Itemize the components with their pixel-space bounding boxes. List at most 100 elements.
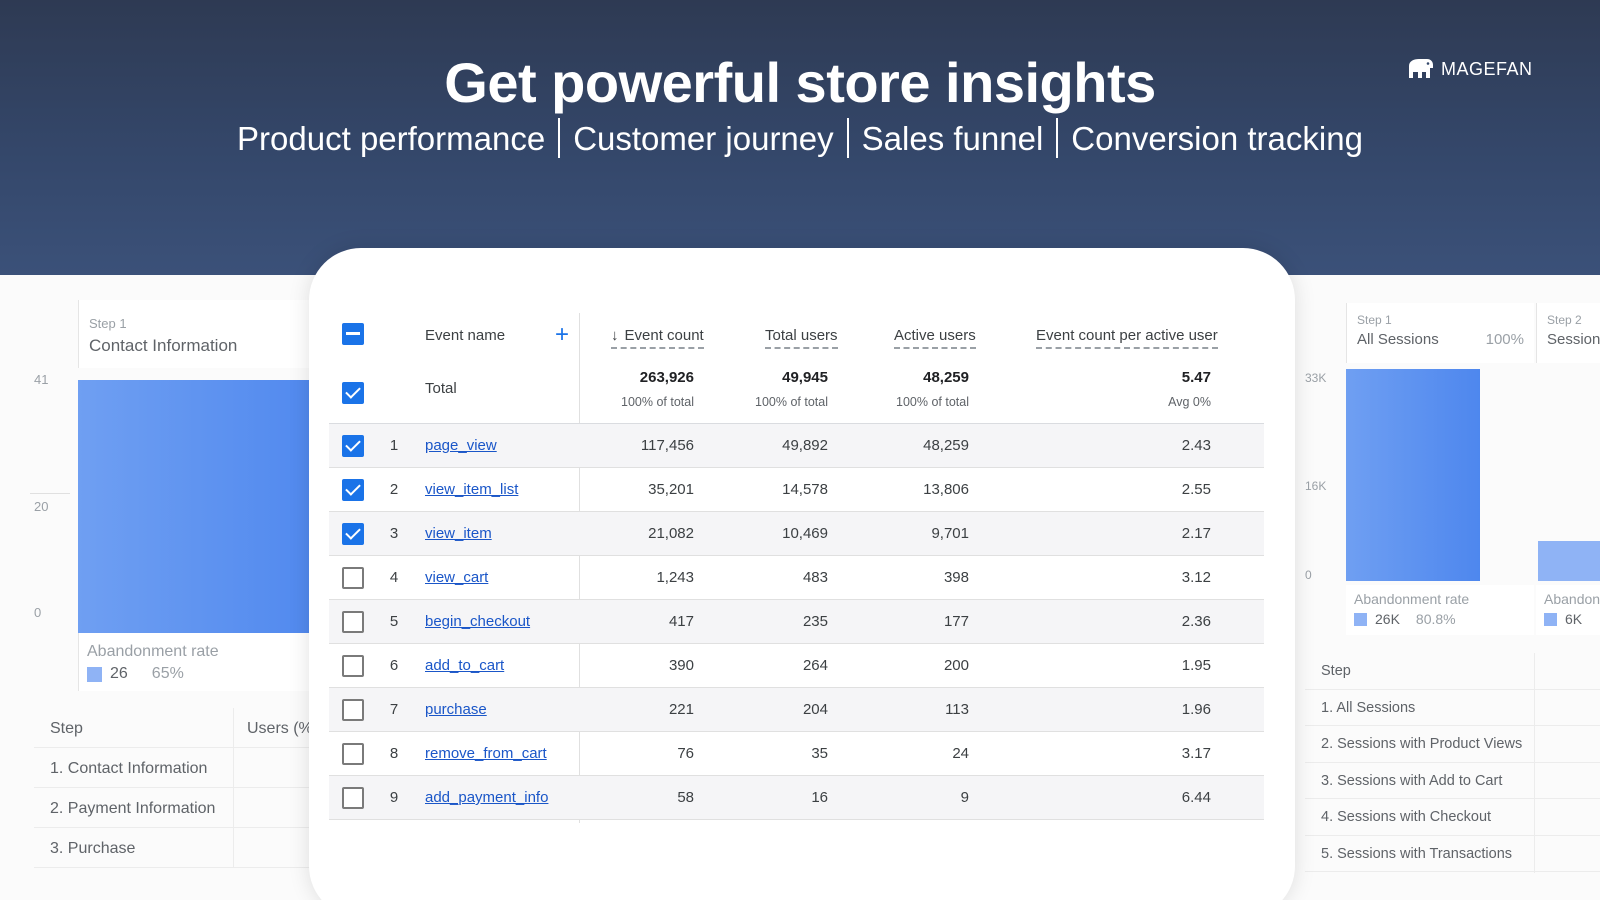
total-active-users-sub: 100% of total <box>896 395 969 409</box>
active-users-cell: 13,806 <box>923 481 969 498</box>
event-name-link[interactable]: view_cart <box>425 569 489 586</box>
table-row: 4 view_cart 1,243 483 398 3.12 <box>329 556 1264 600</box>
per-user-cell: 1.96 <box>1181 701 1211 718</box>
event-count-cell: 21,082 <box>648 525 694 542</box>
per-user-cell: 2.55 <box>1181 481 1211 498</box>
row-checkbox[interactable] <box>342 743 364 765</box>
table-total-row: Total 263,926 100% of total 49,945 100% … <box>329 358 1264 424</box>
event-count-cell: 417 <box>668 613 694 630</box>
per-user-cell: 3.17 <box>1181 745 1211 762</box>
table-row: 2. Sessions with Product Views <box>1305 726 1600 763</box>
column-header: Step <box>50 720 83 737</box>
row-index: 4 <box>389 569 399 586</box>
row-checkbox[interactable] <box>342 479 364 501</box>
abandonment-rate: Abandonment rate 26K 80.8% <box>1346 585 1534 635</box>
row-index: 8 <box>389 745 399 762</box>
abandonment-label: Abandon <box>1544 591 1600 607</box>
step-name: 1. All Sessions <box>1321 699 1416 716</box>
step-name: 4. Sessions with Checkout <box>1321 809 1492 825</box>
add-dimension-button[interactable]: + <box>555 321 570 348</box>
funnel-step-header: Step 1 Contact Information <box>78 300 338 368</box>
funnel-step-header: Step 2 Session <box>1536 303 1600 363</box>
row-checkbox[interactable] <box>342 435 364 457</box>
table-row: 8 remove_from_cart 76 35 24 3.17 <box>329 732 1264 776</box>
column-header-event-name[interactable]: Event name <box>425 327 506 344</box>
step-name: 1. Contact Information <box>50 760 208 777</box>
step-label: Step 1 <box>89 316 127 331</box>
event-count-cell: 221 <box>668 701 694 718</box>
brand-logo: MAGEFAN <box>1405 56 1533 82</box>
per-user-cell: 2.43 <box>1181 437 1211 454</box>
step-name: 3. Purchase <box>50 840 136 857</box>
step-name: 2. Payment Information <box>50 800 216 817</box>
event-name-link[interactable]: begin_checkout <box>425 613 531 630</box>
event-name-link[interactable]: purchase <box>425 701 487 718</box>
active-users-cell: 48,259 <box>923 437 969 454</box>
abandonment-label: Abandonment rate <box>1354 591 1470 607</box>
row-checkbox[interactable] <box>342 523 364 545</box>
brand-name: MAGEFAN <box>1441 58 1533 79</box>
event-count-cell: 1,243 <box>656 569 694 586</box>
row-index: 7 <box>389 701 399 718</box>
abandonment-percent: 80.8% <box>1415 611 1456 627</box>
select-all-checkbox[interactable] <box>342 323 364 345</box>
event-name-link[interactable]: view_item <box>425 525 492 542</box>
subtitle-item: Customer journey <box>573 120 834 157</box>
total-event-count-sub: 100% of total <box>621 395 694 409</box>
y-tick: 16K <box>1305 479 1327 493</box>
y-tick: 41 <box>34 372 49 387</box>
active-users-cell: 24 <box>952 745 969 762</box>
table-header-row: Step Users (% <box>34 708 334 748</box>
table-row: 1 page_view 117,456 49,892 48,259 2.43 <box>329 424 1264 468</box>
column-header-event-count-per-user[interactable]: Event count per active user <box>1036 327 1218 349</box>
event-name-link[interactable]: page_view <box>425 437 497 454</box>
event-name-link[interactable]: add_payment_info <box>425 789 549 806</box>
events-report-card: Event name + ↓ Event count Total users Ac… <box>309 248 1295 900</box>
column-header: Step <box>1321 663 1351 679</box>
event-count-cell: 35,201 <box>648 481 694 498</box>
abandonment-value: 6K <box>1565 611 1583 627</box>
table-row: 1. All Sessions <box>1305 690 1600 726</box>
subtitle-separator <box>1056 118 1059 159</box>
total-users-cell: 264 <box>802 657 828 674</box>
step-name: All Sessions <box>1357 331 1439 348</box>
active-users-cell: 200 <box>943 657 969 674</box>
total-users-cell: 49,892 <box>782 437 828 454</box>
events-table: Event name + ↓ Event count Total users Ac… <box>329 313 1264 820</box>
per-user-cell: 2.17 <box>1181 525 1211 542</box>
row-checkbox[interactable] <box>342 655 364 677</box>
total-users-cell: 16 <box>811 789 828 806</box>
row-checkbox[interactable] <box>342 699 364 721</box>
row-checkbox[interactable] <box>342 787 364 809</box>
column-header-total-users[interactable]: Total users <box>765 327 838 349</box>
row-checkbox[interactable] <box>342 567 364 589</box>
step-name: Contact Information <box>89 336 238 355</box>
abandonment-percent: 65% <box>151 665 184 682</box>
row-checkbox[interactable] <box>342 611 364 633</box>
elephant-logo-icon <box>1409 59 1433 78</box>
table-row: 4. Sessions with Checkout <box>1305 799 1600 836</box>
table-header-row: Event name + ↓ Event count Total users Ac… <box>329 313 1264 358</box>
event-count-cell: 76 <box>677 745 694 762</box>
table-row: 6 add_to_cart 390 264 200 1.95 <box>329 644 1264 688</box>
funnel-bar <box>78 380 338 633</box>
column-divider <box>1534 653 1535 873</box>
event-name-link[interactable]: view_item_list <box>425 481 519 498</box>
table-row: 5. Sessions with Transactions <box>1305 836 1600 872</box>
column-header: Users (% <box>247 720 313 737</box>
subtitle-item: Conversion tracking <box>1071 120 1363 157</box>
abandonment-value: 26K <box>1375 611 1400 627</box>
column-header-event-count[interactable]: ↓ Event count <box>611 327 704 349</box>
total-active-users: 48,259 <box>923 369 969 386</box>
event-name-link[interactable]: remove_from_cart <box>425 745 547 762</box>
total-row-checkbox[interactable] <box>342 382 364 404</box>
event-name-link[interactable]: add_to_cart <box>425 657 505 674</box>
total-total-users-sub: 100% of total <box>755 395 828 409</box>
funnel-bar <box>1538 541 1600 581</box>
table-row: 3. Purchase <box>34 828 334 868</box>
step-name: Session <box>1547 331 1600 348</box>
legend-swatch <box>87 666 102 682</box>
gridline <box>30 493 70 494</box>
subtitle-item: Sales funnel <box>861 120 1044 157</box>
column-header-active-users[interactable]: Active users <box>894 327 976 349</box>
